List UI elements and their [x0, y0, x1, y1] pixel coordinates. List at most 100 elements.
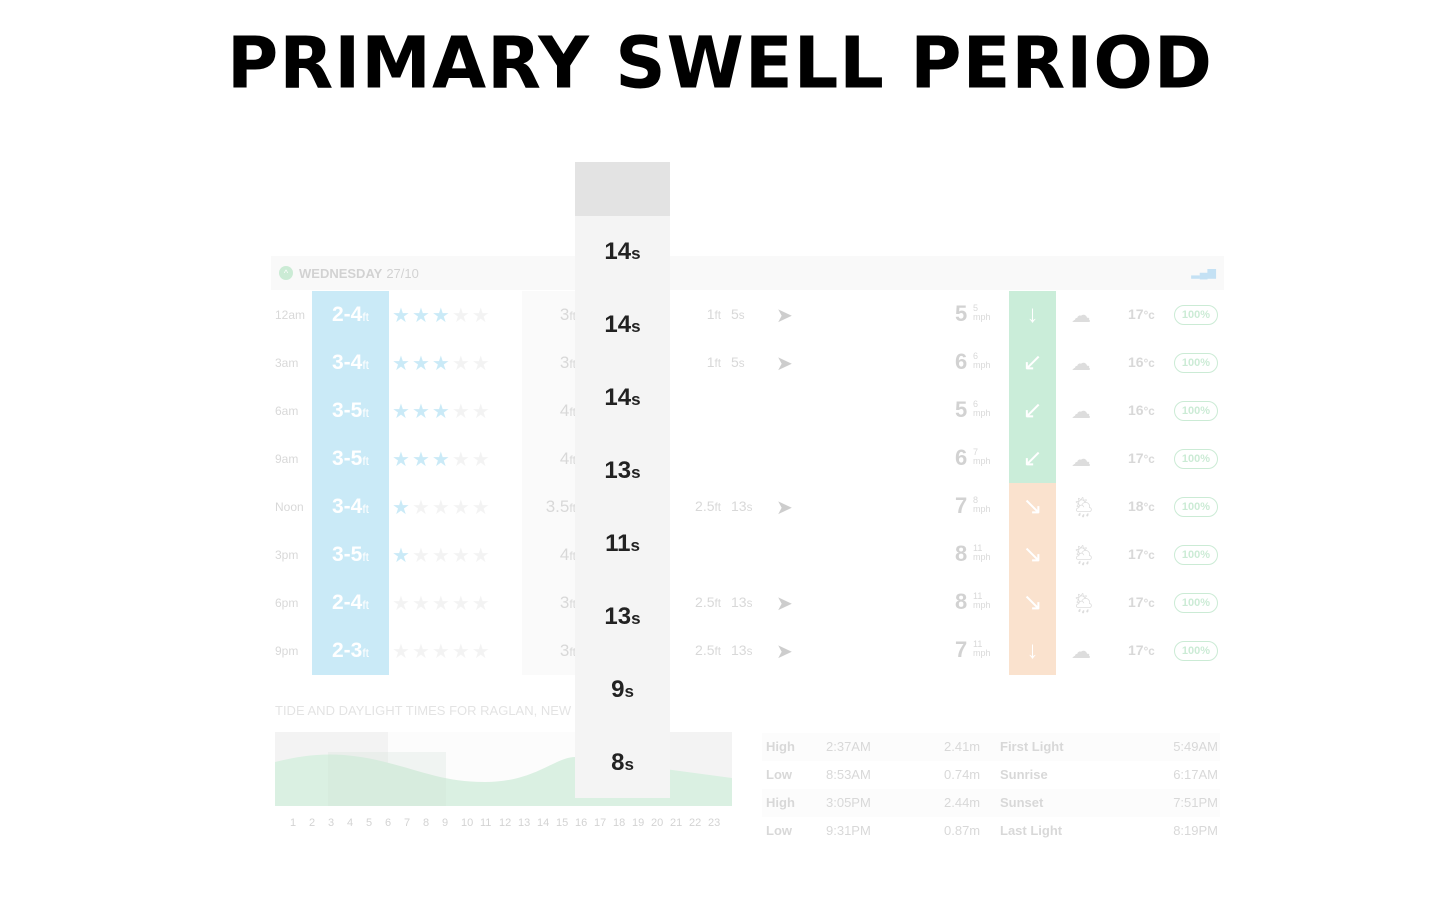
- light-time: 8:19PM: [1173, 823, 1218, 838]
- tide-row: High 2:37AM 2.41m First Light 5:49AM: [762, 733, 1220, 761]
- secondary-swell-height: 2.5ft: [695, 594, 721, 610]
- temperature: 17°c: [1128, 450, 1155, 466]
- tide-row: Low 8:53AM 0.74m Sunrise 6:17AM: [762, 761, 1220, 789]
- hour-tick-label: 7: [404, 817, 411, 829]
- tide-time: 8:53AM: [826, 767, 871, 782]
- wind-direction-arrow-icon: ↘: [1009, 531, 1056, 579]
- light-time: 7:51PM: [1173, 795, 1218, 810]
- wave-height: 2-3ft: [312, 627, 389, 675]
- cloud-weather-icon: ☁: [1071, 353, 1091, 375]
- wind-direction-arrow-icon: ↓: [1009, 627, 1056, 675]
- secondary-swell-period: 5s: [731, 354, 745, 370]
- day-date: 27/10: [386, 265, 419, 281]
- hour-tick-label: 20: [651, 817, 664, 829]
- probability-badge: 100%: [1174, 401, 1218, 421]
- hour-tick-label: 17: [594, 817, 607, 829]
- light-label: Last Light: [1000, 823, 1063, 838]
- row-time: 6pm: [275, 596, 299, 610]
- wind-gust: 11 mph: [973, 543, 991, 562]
- wave-height: 2-4ft: [312, 291, 389, 339]
- temperature: 18°c: [1128, 498, 1155, 514]
- rating-stars: ★★★★★: [392, 401, 492, 423]
- row-time: 12am: [275, 308, 306, 322]
- wave-height: 3-5ft: [312, 387, 389, 435]
- wind-gust: 6 mph: [973, 399, 991, 418]
- tide-time: 3:05PM: [826, 795, 871, 810]
- swell-direction-arrow-icon: ➤: [776, 641, 793, 663]
- hour-tick-label: 21: [670, 817, 683, 829]
- rating-stars: ★★★★★: [392, 353, 492, 375]
- wind-gust: 8 mph: [973, 495, 991, 514]
- forecast-row: 9am 3-5ft ★★★★★ 4ft 6 7 mph ↙ ☁ 17°c 100%: [271, 435, 1224, 483]
- wind-gust: 5 mph: [973, 303, 991, 322]
- hour-tick-label: 15: [556, 817, 569, 829]
- swell-period-value: 13s: [604, 457, 641, 484]
- forecast-row: 6am 3-5ft ★★★★★ 4ft 5 6 mph ↙ ☁ 16°c 100%: [271, 387, 1224, 435]
- page-title: PRIMARY SWELL PERIOD: [227, 21, 1213, 105]
- rain-sun-weather-icon: 🌦: [1071, 593, 1097, 615]
- tide-height: 2.41m: [944, 739, 981, 754]
- wind-direction-arrow-icon: ↙: [1009, 387, 1056, 435]
- tide-type: Low: [766, 823, 792, 838]
- wave-height: 3-4ft: [312, 483, 389, 531]
- swell-direction-arrow-icon: ➤: [776, 497, 793, 519]
- secondary-swell-period: 5s: [731, 306, 745, 322]
- tide-time: 2:37AM: [826, 739, 871, 754]
- secondary-swell-period: 13s: [731, 642, 753, 658]
- day-name: WEDNESDAY: [299, 265, 383, 281]
- forecast-row: 3pm 3-5ft ★★★★★ 4ft 8 11 mph ↘ 🌦 17°c 100…: [271, 531, 1224, 579]
- row-time: 6am: [275, 404, 299, 418]
- wind-direction-arrow-icon: ↓: [1009, 291, 1056, 339]
- tide-type: High: [766, 739, 795, 754]
- probability-badge: 100%: [1174, 305, 1218, 325]
- hour-tick-label: 19: [632, 817, 645, 829]
- temperature: 17°c: [1128, 546, 1155, 562]
- day-header[interactable]: ^ WEDNESDAY 27/10 ▂▄▆: [271, 256, 1224, 290]
- probability-badge: 100%: [1174, 497, 1218, 517]
- wind-speed: 7: [955, 637, 968, 662]
- probability-badge: 100%: [1174, 593, 1218, 613]
- forecast-row: 6pm 2-4ft ★★★★★ 3ft 2.5ft 13s ➤ 8 11 mph …: [271, 579, 1224, 627]
- tide-height: 2.44m: [944, 795, 981, 810]
- cloud-weather-icon: ☁: [1071, 401, 1091, 423]
- wind-speed: 6: [955, 445, 968, 470]
- swell-direction-arrow-icon: ➤: [776, 353, 793, 375]
- swell-direction-arrow-icon: ➤: [776, 305, 793, 327]
- wind-speed: 7: [955, 493, 968, 518]
- wave-height: 3-4ft: [312, 339, 389, 387]
- rain-moon-weather-icon: ☁: [1071, 641, 1091, 663]
- wind-direction-arrow-icon: ↙: [1009, 339, 1056, 387]
- wind-direction-arrow-icon: ↙: [1009, 435, 1056, 483]
- tide-height: 0.74m: [944, 767, 981, 782]
- collapse-icon[interactable]: ^: [279, 266, 293, 280]
- secondary-swell-height: 1ft: [706, 306, 721, 322]
- forecast-row: 12am 2-4ft ★★★★★ 3ft 1ft 5s ➤ 5 5 mph ↓ ☁…: [271, 291, 1224, 339]
- hour-tick-label: 3: [328, 817, 335, 829]
- temperature: 17°c: [1128, 594, 1155, 610]
- swell-direction-arrow-icon: ➤: [776, 593, 793, 615]
- tide-row: High 3:05PM 2.44m Sunset 7:51PM: [762, 789, 1220, 817]
- row-time: 3am: [275, 356, 299, 370]
- secondary-swell-period: 13s: [731, 594, 753, 610]
- primary-swell-period-column: 14s 14s 14s 13s 11s 13s 9s 8s: [575, 162, 670, 798]
- hour-tick-label: 4: [347, 817, 354, 829]
- light-time: 6:17AM: [1173, 767, 1218, 782]
- light-label: Sunset: [1000, 795, 1044, 810]
- tide-type: High: [766, 795, 795, 810]
- probability-badge: 100%: [1174, 545, 1218, 565]
- swell-period-value: 8s: [611, 749, 634, 776]
- column-header: [575, 162, 670, 216]
- swell-period-value: 9s: [611, 676, 634, 703]
- light-time: 5:49AM: [1173, 739, 1218, 754]
- temperature: 17°c: [1128, 642, 1155, 658]
- swell-period-value: 14s: [604, 384, 641, 411]
- hour-tick-label: 8: [423, 817, 430, 829]
- forecast-row: Noon 3-4ft ★★★★★ 3.5ft 2.5ft 13s ➤ 7 8 mp…: [271, 483, 1224, 531]
- light-label: First Light: [1000, 739, 1064, 754]
- wind-speed: 5: [955, 301, 968, 326]
- cloud-weather-icon: ☁: [1071, 305, 1091, 327]
- rating-stars: ★★★★★: [392, 641, 492, 663]
- secondary-swell-height: 2.5ft: [695, 642, 721, 658]
- tide-title: TIDE AND DAYLIGHT TIMES FOR RAGLAN, NEW: [275, 703, 572, 718]
